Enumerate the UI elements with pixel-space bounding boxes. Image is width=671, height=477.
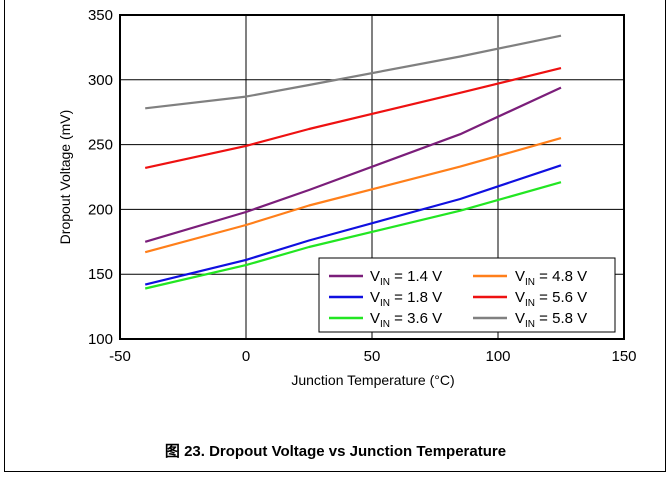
y-tick-label: 100 [88, 331, 113, 348]
y-tick-label: 350 [88, 7, 113, 24]
plot-border [119, 14, 625, 340]
series-layer [144, 34, 562, 290]
y-tick-label: 300 [88, 72, 113, 89]
figure-frame [4, 0, 666, 472]
series-line-5 [145, 34, 562, 110]
dropout-voltage-chart: 100 150 200 250 300 350 -50 0 50 100 150 Junction… [57, 7, 637, 388]
y-tick-label: 150 [88, 266, 113, 283]
legend-entry: VIN = 5.6 V [515, 289, 587, 309]
legend-entry: VIN = 5.8 V [515, 310, 587, 330]
series-line-2 [144, 181, 562, 290]
x-tick-label: 0 [242, 348, 250, 365]
legend-entry: VIN = 1.4 V [370, 268, 442, 288]
legend-entry: VIN = 3.6 V [370, 310, 442, 330]
x-tick-label: -50 [109, 348, 131, 365]
series-line-4 [144, 67, 562, 169]
x-tick-label: 150 [611, 348, 636, 365]
x-axis-label: Junction Temperature (°C) [291, 372, 454, 388]
y-tick-label: 200 [88, 201, 113, 218]
y-axis-label: Dropout Voltage (mV) [57, 110, 73, 245]
y-tick-label: 250 [88, 137, 113, 154]
y-tick-labels: 100 150 200 250 300 350 [88, 7, 113, 348]
x-tick-label: 100 [485, 348, 510, 365]
x-tick-label: 50 [364, 348, 381, 365]
legend-entry: VIN = 1.8 V [370, 289, 442, 309]
series-line-3 [144, 137, 562, 254]
x-tick-labels: -50 0 50 100 150 [109, 348, 636, 365]
series-line-0 [144, 86, 562, 243]
legend-entry: VIN = 4.8 V [515, 268, 587, 288]
legend-box [318, 257, 616, 333]
figure-caption: 图 23. Dropout Voltage vs Junction Temper… [164, 443, 507, 460]
series-line-1 [144, 164, 562, 286]
